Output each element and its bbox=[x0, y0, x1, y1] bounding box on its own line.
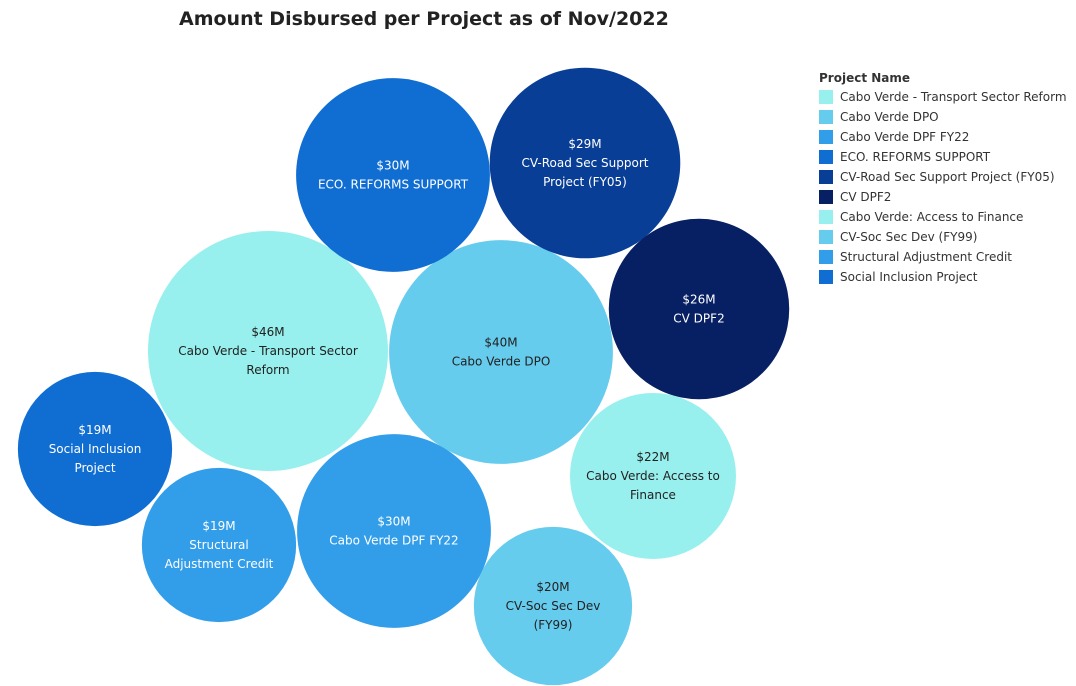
legend-title: Project Name bbox=[819, 71, 911, 85]
bubble-value-label: $46M bbox=[251, 325, 284, 339]
bubble-value-label: $30M bbox=[377, 515, 410, 529]
bubble-circle[interactable] bbox=[608, 218, 790, 400]
bubble-name-label: CV DPF2 bbox=[673, 312, 724, 326]
bubble-name-label: CV-Soc Sec Dev bbox=[506, 599, 601, 613]
bubble-cv-soc-sec-dev-fy99[interactable]: $20M CV-Soc Sec Dev (FY99) bbox=[473, 526, 633, 686]
legend-swatch bbox=[819, 90, 833, 104]
bubble-circle[interactable] bbox=[473, 526, 633, 686]
bubble-name-label: Cabo Verde: Access to bbox=[586, 469, 720, 483]
bubble-circle[interactable] bbox=[148, 231, 388, 471]
bubble-circle[interactable] bbox=[141, 467, 297, 623]
bubble-cabo-verde-dpf-fy22[interactable]: $30M Cabo Verde DPF FY22 bbox=[297, 434, 491, 628]
legend-item-cabo-verde-dpo[interactable]: Cabo Verde DPO bbox=[819, 107, 1074, 127]
bubble-eco-reforms-support[interactable]: $30M ECO. REFORMS SUPPORT bbox=[296, 78, 490, 272]
bubble-name-label: Social Inclusion bbox=[49, 442, 142, 456]
legend: Project Name Cabo Verde - Transport Sect… bbox=[819, 70, 1074, 287]
legend-swatch bbox=[819, 130, 833, 144]
bubble-value-label: $19M bbox=[202, 519, 235, 533]
legend-swatch bbox=[819, 150, 833, 164]
bubble-value-label: $26M bbox=[682, 293, 715, 307]
bubble-value-label: $20M bbox=[536, 580, 569, 594]
bubble-name-label: (FY99) bbox=[534, 618, 573, 632]
bubble-circle[interactable] bbox=[389, 240, 613, 464]
bubble-cabo-verde-dpo[interactable]: $40M Cabo Verde DPO bbox=[389, 240, 613, 464]
bubble-circle[interactable] bbox=[17, 371, 173, 527]
bubble-value-label: $40M bbox=[484, 336, 517, 350]
legend-item-social-inclusion-project[interactable]: Social Inclusion Project bbox=[819, 267, 1074, 287]
legend-swatch bbox=[819, 110, 833, 124]
bubble-name-label: Cabo Verde DPO bbox=[452, 355, 551, 369]
legend-label: ECO. REFORMS SUPPORT bbox=[840, 150, 991, 164]
bubble-value-label: $22M bbox=[636, 450, 669, 464]
bubble-name-label: CV-Road Sec Support bbox=[522, 156, 649, 170]
bubble-circle[interactable] bbox=[296, 78, 490, 272]
legend-label: Social Inclusion Project bbox=[840, 270, 978, 284]
bubble-value-label: $19M bbox=[78, 423, 111, 437]
legend-item-cv-road-sec-support-project-fy05[interactable]: CV-Road Sec Support Project (FY05) bbox=[819, 167, 1074, 187]
bubble-name-label: Cabo Verde DPF FY22 bbox=[329, 534, 458, 548]
legend-label: CV-Road Sec Support Project (FY05) bbox=[840, 170, 1055, 184]
bubble-circle[interactable] bbox=[297, 434, 491, 628]
chart-title: Amount Disbursed per Project as of Nov/2… bbox=[179, 8, 669, 30]
legend-swatch bbox=[819, 190, 833, 204]
bubble-name-label: Structural bbox=[189, 538, 248, 552]
legend-label: Structural Adjustment Credit bbox=[840, 250, 1013, 264]
bubble-circle[interactable] bbox=[570, 393, 736, 559]
bubble-value-label: $30M bbox=[376, 159, 409, 173]
legend-label: Cabo Verde: Access to Finance bbox=[840, 210, 1024, 224]
legend-item-structural-adjustment-credit[interactable]: Structural Adjustment Credit bbox=[819, 247, 1074, 267]
bubble-name-label: Project (FY05) bbox=[543, 175, 627, 189]
legend-swatch bbox=[819, 270, 833, 284]
legend-label: Cabo Verde DPO bbox=[840, 110, 939, 124]
bubble-name-label: ECO. REFORMS SUPPORT bbox=[318, 178, 469, 192]
legend-label: CV DPF2 bbox=[840, 190, 892, 204]
bubble-circle[interactable] bbox=[489, 67, 681, 259]
legend-swatch bbox=[819, 210, 833, 224]
bubble-name-label: Adjustment Credit bbox=[165, 557, 274, 571]
legend-label: CV-Soc Sec Dev (FY99) bbox=[840, 230, 978, 244]
bubble-cv-road-sec-support-project-fy05[interactable]: $29M CV-Road Sec Support Project (FY05) bbox=[489, 67, 681, 259]
legend-item-eco-reforms-support[interactable]: ECO. REFORMS SUPPORT bbox=[819, 147, 1074, 167]
legend-label: Cabo Verde - Transport Sector Reform bbox=[840, 90, 1067, 104]
bubble-name-label: Finance bbox=[630, 488, 676, 502]
legend-swatch bbox=[819, 170, 833, 184]
bubble-name-label: Project bbox=[74, 461, 115, 475]
legend-item-cv-soc-sec-dev-fy99[interactable]: CV-Soc Sec Dev (FY99) bbox=[819, 227, 1074, 247]
legend-items: Cabo Verde - Transport Sector Reform Cabo… bbox=[819, 87, 1074, 287]
legend-item-cabo-verde-transport-sector-reform[interactable]: Cabo Verde - Transport Sector Reform bbox=[819, 87, 1074, 107]
legend-swatch bbox=[819, 250, 833, 264]
bubble-social-inclusion-project[interactable]: $19M Social Inclusion Project bbox=[17, 371, 173, 527]
legend-item-cv-dpf2[interactable]: CV DPF2 bbox=[819, 187, 1074, 207]
bubble-cv-dpf2[interactable]: $26M CV DPF2 bbox=[608, 218, 790, 400]
bubble-structural-adjustment-credit[interactable]: $19M Structural Adjustment Credit bbox=[141, 467, 297, 623]
bubble-name-label: Cabo Verde - Transport Sector bbox=[178, 344, 358, 358]
legend-swatch bbox=[819, 230, 833, 244]
legend-label: Cabo Verde DPF FY22 bbox=[840, 130, 970, 144]
legend-item-cabo-verde-dpf-fy22[interactable]: Cabo Verde DPF FY22 bbox=[819, 127, 1074, 147]
bubble-value-label: $29M bbox=[568, 137, 601, 151]
legend-item-cabo-verde-access-to-finance[interactable]: Cabo Verde: Access to Finance bbox=[819, 207, 1074, 227]
bubble-name-label: Reform bbox=[246, 363, 289, 377]
bubble-cabo-verde-access-to-finance[interactable]: $22M Cabo Verde: Access to Finance bbox=[570, 393, 736, 559]
bubble-cabo-verde-transport-sector-reform[interactable]: $46M Cabo Verde - Transport Sector Reform bbox=[148, 231, 388, 471]
